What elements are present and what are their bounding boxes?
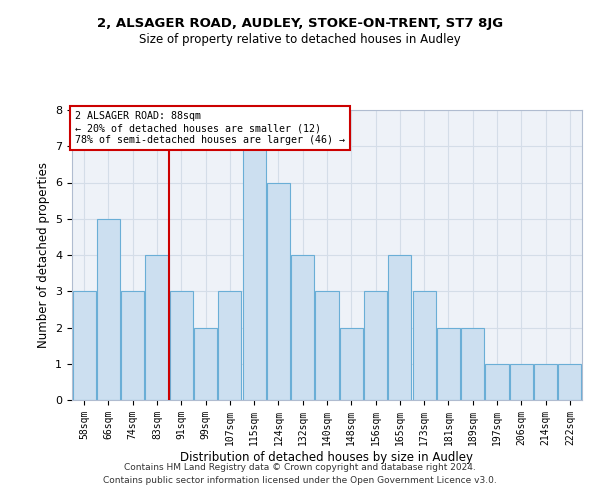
Bar (559, 364, 581, 400)
Bar (73, 291, 95, 400)
Bar (242, 146, 266, 400)
Bar (145, 255, 169, 400)
Bar (534, 364, 557, 400)
Bar (218, 291, 241, 400)
Bar (510, 364, 533, 400)
Text: 2 ALSAGER ROAD: 88sqm
← 20% of detached houses are smaller (12)
78% of semi-deta: 2 ALSAGER ROAD: 88sqm ← 20% of detached … (74, 112, 344, 144)
Bar (388, 255, 412, 400)
Bar (413, 291, 436, 400)
Bar (364, 291, 387, 400)
Bar (437, 328, 460, 400)
Bar (121, 291, 144, 400)
X-axis label: Distribution of detached houses by size in Audley: Distribution of detached houses by size … (181, 450, 473, 464)
Bar (316, 291, 338, 400)
Text: 2, ALSAGER ROAD, AUDLEY, STOKE-ON-TRENT, ST7 8JG: 2, ALSAGER ROAD, AUDLEY, STOKE-ON-TRENT,… (97, 18, 503, 30)
Bar (485, 364, 509, 400)
Bar (97, 219, 120, 400)
Text: Contains HM Land Registry data © Crown copyright and database right 2024.
Contai: Contains HM Land Registry data © Crown c… (103, 464, 497, 485)
Bar (340, 328, 363, 400)
Y-axis label: Number of detached properties: Number of detached properties (37, 162, 50, 348)
Bar (170, 291, 193, 400)
Bar (194, 328, 217, 400)
Bar (291, 255, 314, 400)
Text: Size of property relative to detached houses in Audley: Size of property relative to detached ho… (139, 32, 461, 46)
Bar (267, 182, 290, 400)
Bar (461, 328, 484, 400)
